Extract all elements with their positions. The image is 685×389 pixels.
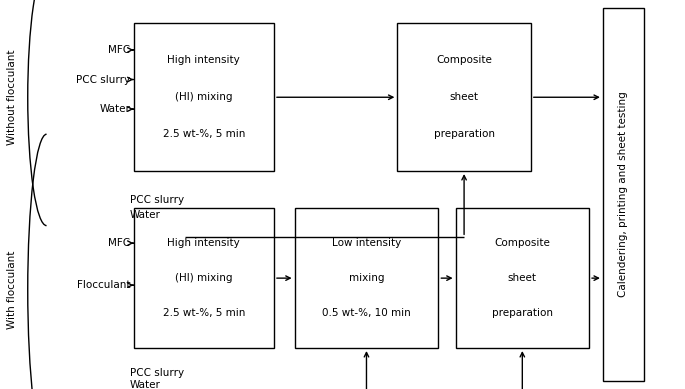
Text: Composite: Composite [495,238,550,248]
Text: MFC: MFC [108,238,130,248]
Text: MFC: MFC [108,45,130,55]
Bar [456,208,589,348]
Text: High intensity: High intensity [167,238,240,248]
Text: (HI) mixing: (HI) mixing [175,273,232,283]
Text: Low intensity: Low intensity [332,238,401,248]
Bar [134,23,274,171]
Bar [295,208,438,348]
Text: preparation: preparation [434,129,495,139]
Text: sheet: sheet [449,92,479,102]
Text: sheet: sheet [508,273,537,283]
Text: Calendering, printing and sheet testing: Calendering, printing and sheet testing [619,92,628,297]
Bar [134,208,274,348]
Text: High intensity: High intensity [167,55,240,65]
Text: PCC slurry: PCC slurry [130,195,184,205]
Text: (HI) mixing: (HI) mixing [175,92,232,102]
Text: 2.5 wt-%, 5 min: 2.5 wt-%, 5 min [162,129,245,139]
Text: Water: Water [99,104,130,114]
Text: With flocculant: With flocculant [8,251,17,329]
Text: Water: Water [130,380,161,389]
Bar [397,23,531,171]
Text: preparation: preparation [492,308,553,318]
Text: PCC slurry: PCC slurry [76,75,130,84]
Text: 0.5 wt-%, 10 min: 0.5 wt-%, 10 min [322,308,411,318]
Text: 2.5 wt-%, 5 min: 2.5 wt-%, 5 min [162,308,245,318]
Text: mixing: mixing [349,273,384,283]
Text: PCC slurry: PCC slurry [130,368,184,378]
Text: Without flocculant: Without flocculant [8,49,17,145]
Text: Flocculant: Flocculant [77,280,130,290]
Text: Composite: Composite [436,55,492,65]
Bar [603,8,644,381]
Text: Water: Water [130,210,161,220]
